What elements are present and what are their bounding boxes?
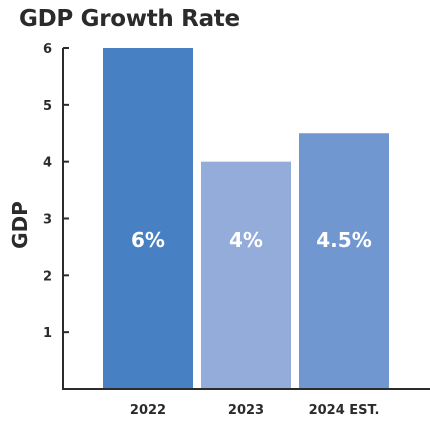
y-axis-title-group: GDP [8,201,32,249]
bar-3 [299,133,389,389]
y-tick-label-2: 2 [43,269,52,284]
labels-layer: 6% 2022 4% 2023 4.5% 2024 EST. 1 2 3 4 5 6 [43,42,379,418]
x-tick-label-2: 2023 [228,403,264,418]
x-tick-label-3: 2024 EST. [309,403,380,418]
bar-1 [103,48,193,389]
y-tick-label-1: 1 [43,326,52,341]
bar-2 [201,161,291,389]
x-tick-label-1: 2022 [130,403,166,418]
y-axis-title: GDP [8,201,32,249]
y-tick-label-5: 5 [43,99,52,114]
y-tick-label-4: 4 [43,156,52,171]
chart-title: GDP Growth Rate [19,6,240,32]
y-tick-label-6: 6 [43,42,52,57]
bars-layer [103,48,389,389]
axes-layer [62,47,430,390]
data-label-2: 4% [229,228,263,252]
data-label-1: 6% [131,228,165,252]
y-tick-label-3: 3 [43,213,52,228]
data-label-3: 4.5% [316,228,371,252]
